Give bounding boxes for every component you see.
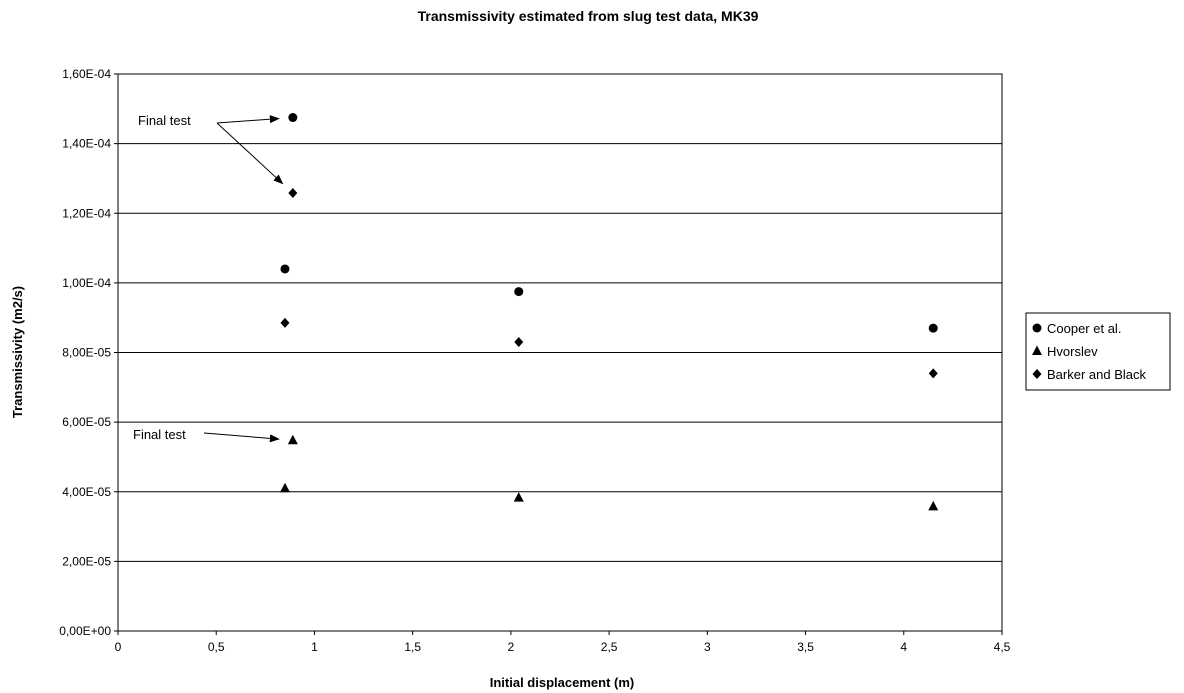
x-tick-label: 3,5 [797, 640, 814, 654]
gridlines [118, 143, 1002, 562]
data-point-triangle [287, 434, 298, 445]
y-tick-label: 4,00E-05 [62, 485, 111, 499]
legend-item: Hvorslev [1032, 344, 1098, 359]
annotation-arrow [203, 432, 280, 443]
x-tick-label: 1 [311, 640, 318, 654]
y-tick-label: 1,40E-04 [62, 137, 111, 151]
data-point-circle [280, 264, 290, 274]
data-point-diamond [928, 368, 938, 379]
data-point-circle [928, 323, 938, 333]
y-tick-label: 2,00E-05 [62, 554, 111, 568]
y-tick-label: 1,60E-04 [62, 67, 111, 81]
data-points [279, 113, 939, 511]
legend-item: Barker and Black [1032, 367, 1146, 382]
data-point-diamond [514, 337, 524, 348]
series-circle [280, 113, 938, 333]
legend-box [1025, 312, 1171, 391]
x-tick-label: 0,5 [208, 640, 225, 654]
y-tick-label: 0,00E+00 [59, 624, 111, 638]
y-tick-label: 8,00E-05 [62, 346, 111, 360]
chart-title: Transmissivity estimated from slug test … [418, 8, 759, 24]
y-tick-label: 1,00E-04 [62, 276, 111, 290]
legend-label: Cooper et al. [1047, 321, 1121, 336]
annotation-final-test-lower: Final test [133, 427, 186, 442]
x-tick-label: 3 [704, 640, 711, 654]
legend-marker-triangle [1032, 345, 1042, 355]
x-tick-label: 0 [115, 640, 122, 654]
y-axis-label: Transmissivity (m2/s) [10, 286, 25, 418]
annotations: Final test Final test [133, 113, 284, 443]
annotation-arrow [216, 122, 284, 185]
series-diamond [280, 188, 938, 379]
y-tick-label: 1,20E-04 [62, 206, 111, 220]
data-point-triangle [928, 500, 939, 511]
x-axis-label: Initial displacement (m) [490, 675, 634, 690]
annotation-final-test-upper: Final test [138, 113, 191, 128]
x-axis-ticks: 0 0,5 1 1,5 2 2,5 3 3,5 4 4,5 [115, 631, 1011, 654]
data-point-circle [514, 287, 524, 297]
x-tick-label: 4 [900, 640, 907, 654]
x-tick-label: 4,5 [994, 640, 1011, 654]
data-point-diamond [280, 317, 290, 328]
data-point-diamond [288, 188, 298, 199]
data-point-circle [288, 113, 298, 123]
annotation-arrow [216, 115, 280, 124]
x-tick-label: 2 [508, 640, 515, 654]
data-point-triangle [513, 492, 524, 502]
y-tick-label: 6,00E-05 [62, 415, 111, 429]
series-triangle [279, 434, 939, 511]
legend-label: Hvorslev [1047, 344, 1098, 359]
x-tick-label: 2,5 [601, 640, 618, 654]
legend: Cooper et al. Hvorslev Barker and Black [1025, 312, 1171, 391]
legend-item: Cooper et al. [1032, 321, 1121, 336]
legend-marker-diamond [1032, 369, 1042, 379]
legend-label: Barker and Black [1047, 367, 1146, 382]
data-point-triangle [279, 482, 290, 493]
x-tick-label: 1,5 [404, 640, 421, 654]
legend-marker-circle [1032, 323, 1042, 333]
y-axis-ticks: 0,00E+00 2,00E-05 4,00E-05 6,00E-05 8,00E-05… [59, 67, 118, 638]
